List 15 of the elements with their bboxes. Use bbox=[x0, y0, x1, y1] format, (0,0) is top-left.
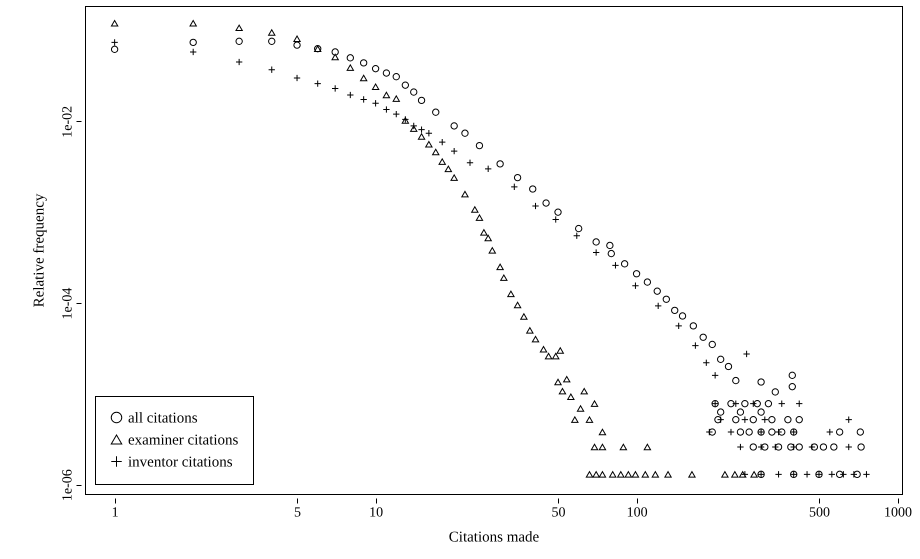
y-axis-title: Relative frequency bbox=[32, 193, 48, 308]
x-tick-label: 500 bbox=[808, 506, 830, 520]
x-tick-label: 100 bbox=[626, 506, 648, 520]
x-tick-label: 1000 bbox=[884, 506, 912, 520]
legend-label: examiner citations bbox=[128, 432, 239, 448]
x-tick-label: 50 bbox=[552, 506, 566, 520]
x-tick-label: 10 bbox=[369, 506, 384, 520]
y-tick-label: 1e-06 bbox=[60, 469, 76, 502]
x-tick-label: 1 bbox=[112, 506, 119, 520]
x-tick-label: 5 bbox=[294, 506, 302, 520]
y-tick-label: 1e-04 bbox=[60, 288, 76, 320]
x-axis-title: Citations made bbox=[448, 530, 540, 546]
legend-label: inventor citations bbox=[128, 454, 233, 470]
legend-label: all citations bbox=[128, 410, 198, 426]
y-tick-label: 1e-02 bbox=[60, 106, 76, 138]
